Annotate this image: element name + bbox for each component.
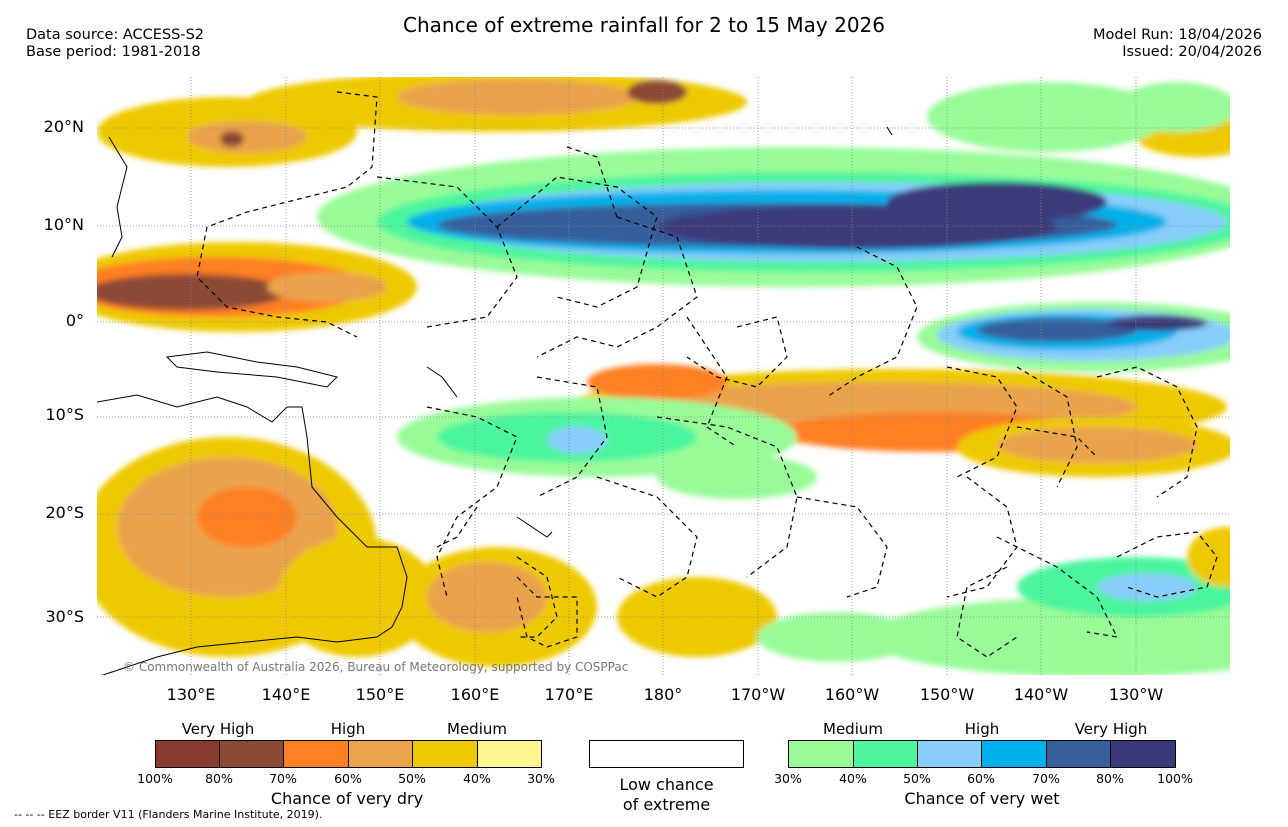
map-copyright: © Commonwealth of Australia 2026, Bureau… — [123, 660, 629, 674]
dry-band-very-high: Very High — [181, 720, 255, 738]
dry-tick-30: 30% — [527, 771, 555, 786]
dry-tick-80: 80% — [205, 771, 233, 786]
dry-tick-70: 70% — [269, 771, 297, 786]
coastlines — [97, 126, 893, 675]
rainfall-map[interactable]: © Commonwealth of Australia 2026, Bureau… — [97, 77, 1230, 675]
wet-tick-100: 100% — [1157, 771, 1193, 786]
wet-tick-80: 80% — [1096, 771, 1124, 786]
lat-label-10n: 10°N — [43, 215, 84, 234]
wet-swatch-5 — [1046, 740, 1111, 768]
lat-label-0: 0° — [65, 311, 84, 330]
low-chance-caption-2: of extreme — [622, 795, 711, 814]
wet-tick-70: 70% — [1032, 771, 1060, 786]
wet-band-medium: Medium — [823, 720, 883, 738]
model-run-label: Model Run: 18/04/2026 — [1092, 27, 1262, 43]
lon-label-160w: 160°W — [824, 685, 880, 704]
lon-label-170w: 170°W — [730, 685, 786, 704]
lon-label-160e: 160°E — [450, 685, 500, 704]
dry-swatch-1 — [155, 740, 220, 768]
dry-tick-40: 40% — [463, 771, 491, 786]
dry-swatch-4 — [348, 740, 413, 768]
wet-swatch-1 — [788, 740, 854, 768]
dry-tick-100: 100% — [137, 771, 173, 786]
lon-label-170e: 170°E — [544, 685, 594, 704]
lon-label-150w: 150°W — [919, 685, 975, 704]
eez-footnote: -- -- -- EEZ border V11 (Flanders Marine… — [14, 808, 323, 821]
wet-band-very-high: Very High — [1074, 720, 1148, 738]
dry-swatch-5 — [412, 740, 478, 768]
lat-label-30s: 30°S — [45, 607, 84, 626]
wet-swatch-4 — [981, 740, 1047, 768]
dry-swatch-3 — [283, 740, 349, 768]
wet-tick-40: 40% — [839, 771, 867, 786]
rainfall-map-svg — [97, 77, 1230, 675]
graticule — [97, 77, 1230, 675]
wet-swatch-6 — [1110, 740, 1176, 768]
lon-label-140e: 140°E — [261, 685, 311, 704]
lon-label-130w: 130°W — [1108, 685, 1164, 704]
dry-swatch-2 — [219, 740, 284, 768]
dry-tick-50: 50% — [398, 771, 426, 786]
data-source-label: Data source: ACCESS-S2 — [26, 27, 205, 43]
lon-label-140w: 140°W — [1013, 685, 1069, 704]
eez-borders — [196, 91, 1218, 658]
lat-label-10s: 10°S — [45, 405, 84, 424]
wet-tick-60: 60% — [967, 771, 995, 786]
map-title: Chance of extreme rainfall for 2 to 15 M… — [403, 13, 885, 37]
dry-swatch-6 — [477, 740, 542, 768]
issued-label: Issued: 20/04/2026 — [1122, 44, 1262, 60]
lat-label-20n: 20°N — [43, 117, 84, 136]
low-chance-swatch — [589, 740, 744, 768]
dry-band-medium: Medium — [447, 720, 507, 738]
probability-shading — [97, 77, 1230, 675]
lat-label-20s: 20°S — [45, 503, 84, 522]
lon-label-150e: 150°E — [355, 685, 405, 704]
lon-label-180: 180° — [643, 685, 683, 704]
base-period-label: Base period: 1981-2018 — [26, 44, 201, 60]
wet-tick-30: 30% — [774, 771, 802, 786]
dry-band-high: High — [330, 720, 366, 738]
wet-band-high: High — [964, 720, 1000, 738]
lon-label-130e: 130°E — [166, 685, 216, 704]
wet-swatch-3 — [917, 740, 982, 768]
wet-swatch-2 — [853, 740, 918, 768]
dry-caption: Chance of very dry — [270, 789, 424, 808]
low-chance-caption-1: Low chance — [619, 775, 714, 794]
wet-caption: Chance of very wet — [904, 789, 1060, 808]
dry-tick-60: 60% — [334, 771, 362, 786]
wet-tick-50: 50% — [903, 771, 931, 786]
